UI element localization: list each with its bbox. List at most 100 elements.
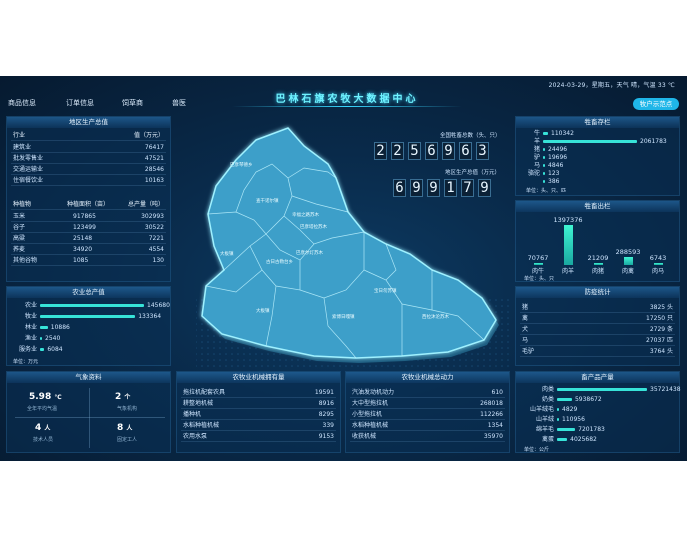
- map-label[interactable]: 索博日嘎镇: [332, 313, 355, 320]
- bar-value: 110956: [562, 416, 585, 423]
- bar-label: 牧业: [24, 313, 37, 320]
- table-cell: 其他谷物: [13, 257, 38, 264]
- bar-value: 6743: [649, 254, 667, 262]
- table-cell: 禽: [522, 315, 529, 322]
- table-cell: 302993: [141, 213, 164, 220]
- station-stat: 2 个: [115, 392, 131, 402]
- nav-item-goods[interactable]: 商品信息: [8, 99, 36, 107]
- counter-digit: 9: [410, 179, 423, 197]
- counter-digit: 2: [374, 142, 387, 160]
- map-label[interactable]: 巴彦琴德乡: [230, 161, 253, 168]
- table-cell: 播种机: [183, 411, 202, 418]
- map-labels: 巴彦琴德乡 查干诺尔镇 巴彦塔拉苏木 幸福之路苏木 大板镇 巴彦尔灯苏木 古日古…: [220, 161, 449, 320]
- nav-item-vet[interactable]: 兽医: [172, 99, 186, 107]
- bar: [40, 348, 45, 351]
- bar-row: 猪 24496: [516, 145, 679, 154]
- table-cell: 3764 头: [649, 348, 673, 355]
- bar-label: 禽蛋: [541, 436, 554, 443]
- bar-value: 24496: [548, 146, 568, 153]
- counter-digit: 7: [461, 179, 474, 197]
- bar: [557, 438, 568, 441]
- counter-digit: 1: [444, 179, 457, 197]
- map-label[interactable]: 宝日勿苏镇: [374, 287, 397, 294]
- table-cell: 农用水泵: [183, 433, 208, 440]
- bar-row: 牧业 133364: [7, 312, 170, 321]
- table-row: 播种机 8295: [181, 410, 336, 420]
- bar-label: 林业: [24, 324, 37, 331]
- bar-label: 肉猪: [591, 268, 604, 275]
- table-cell: 10163: [144, 177, 164, 184]
- products-panel: 畜产品产量 肉类 35721438 奶类 5938672 山羊绒毛 4829 山羊绒 1109…: [515, 371, 681, 453]
- bar-row: 林业 10886: [7, 323, 170, 332]
- table-cell: 7221: [148, 235, 164, 242]
- table-cell: 30522: [144, 224, 164, 231]
- bar: [557, 388, 647, 391]
- table-cell: 27037 匹: [646, 337, 673, 344]
- table-cell: 猪: [522, 304, 529, 311]
- agri-output-panel: 农业总产值 农业 145680 牧业 133364 林业 10886 渔业 2540 服务业 60…: [6, 286, 171, 366]
- map-label[interactable]: 巴彦尔灯苏木: [296, 249, 323, 256]
- bar-label: 猪: [533, 146, 540, 153]
- bar-label: 渔业: [24, 335, 37, 342]
- bar-row: 渔业 2540: [7, 334, 170, 343]
- bar-label: 农业: [24, 302, 37, 309]
- table-cell: 25148: [73, 235, 93, 242]
- bar-row: 肉类 35721438: [516, 385, 681, 394]
- map-label[interactable]: 查干诺尔镇: [256, 197, 279, 204]
- livestock-total-label: 全国牲畜总数（头、只）: [440, 133, 501, 139]
- bar-value: 2061783: [640, 138, 667, 145]
- table-cell: 28546: [144, 166, 164, 173]
- table-row: 交通运输业 28546: [11, 165, 166, 175]
- table-cell: 47521: [144, 155, 164, 162]
- nav-item-forage[interactable]: 饲草商: [122, 99, 143, 107]
- weather-title: 气象资料: [7, 372, 170, 383]
- map-label[interactable]: 幸福之路苏木: [292, 211, 319, 218]
- table-row: 收获机械 35970: [350, 432, 505, 442]
- epidemic-panel: 防疫统计 猪 3825 头禽 17250 只犬 2729 条马 27037 匹毛驴 376…: [515, 286, 680, 366]
- table-row: 猪 3825 头: [520, 303, 675, 313]
- bar: [543, 172, 545, 175]
- table-cell: 大中型拖拉机: [352, 400, 389, 407]
- bar-value: 7201783: [578, 426, 605, 433]
- planting-header: 种植物 种植面积（亩） 总产量（吨）: [11, 200, 166, 210]
- counter-digit: 6: [393, 179, 406, 197]
- map-label[interactable]: 大板镇: [256, 307, 270, 314]
- epidemic-title: 防疫统计: [516, 287, 679, 298]
- weather-divider-v: [89, 388, 90, 448]
- bar: [557, 408, 559, 411]
- demo-site-button[interactable]: 牧户示范点: [633, 98, 679, 110]
- map-label[interactable]: 巴彦塔拉苏木: [300, 223, 327, 230]
- temp-label: 全年平均气温: [27, 406, 58, 412]
- agri-output-title: 农业总产值: [7, 287, 170, 298]
- table-row: 其他谷物 1085 130: [11, 256, 166, 266]
- nav-item-orders[interactable]: 订单信息: [66, 99, 94, 107]
- out-title: 牲畜出栏: [516, 201, 679, 212]
- bar-value: 4829: [562, 406, 578, 413]
- map-label[interactable]: 大板镇: [220, 250, 234, 257]
- map-label[interactable]: 古日古勒台乡: [266, 258, 293, 265]
- bar: [534, 262, 543, 265]
- bar-label: 羊: [533, 138, 540, 145]
- table-row: 谷子 123499 30522: [11, 223, 166, 233]
- counter-digit: 9: [442, 142, 455, 160]
- tech-stat: 4 人: [35, 423, 51, 433]
- bar: [557, 398, 572, 401]
- bar: [543, 164, 545, 167]
- counter-digit: 3: [476, 142, 489, 160]
- bar-label: 驴: [533, 154, 540, 161]
- bar-label: 绵羊毛: [535, 426, 554, 433]
- table-cell: 34920: [73, 246, 93, 253]
- bar: [40, 326, 48, 329]
- bar-label: 马: [533, 162, 540, 169]
- map-label[interactable]: 西拉沐沦苏木: [422, 313, 449, 320]
- bar-label: 肉马: [651, 268, 664, 275]
- dashboard-screen: 2024-03-29，星期五，天气 晴，气温 33 ℃ 商品信息 订单信息 饲草…: [0, 76, 687, 461]
- table-row: 水稻种植机械 339: [181, 421, 336, 431]
- tech-label: 技术人员: [33, 437, 54, 443]
- stock-panel: 牲畜存栏 牛 110342 羊 2061783 猪 24496 驴 19696 马 4846 骆驼 1…: [515, 116, 680, 196]
- table-cell: 建筑业: [13, 144, 32, 151]
- staff-label: 固定工人: [117, 437, 138, 443]
- table-row: 批发零售业 47521: [11, 154, 166, 164]
- bar: [654, 263, 663, 265]
- counter-digit: 6: [425, 142, 438, 160]
